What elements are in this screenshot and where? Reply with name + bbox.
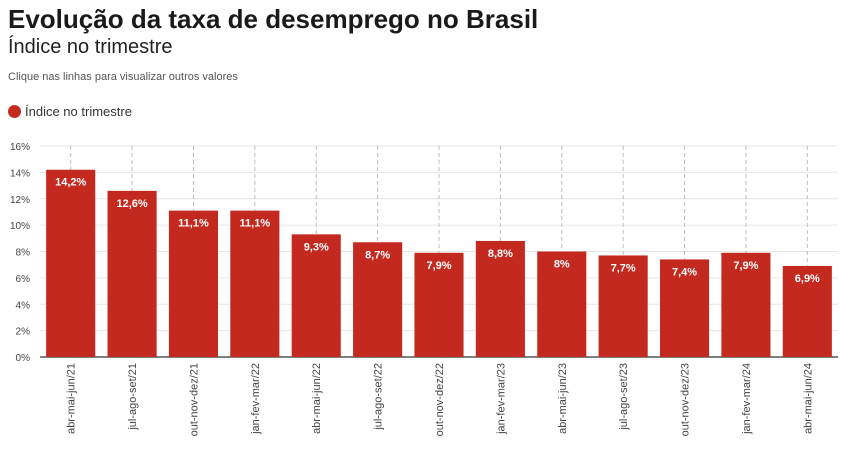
bar-value-label: 6,9% [795,273,820,285]
y-tick-label: 2% [16,327,31,338]
x-tick-label: abr-mai-jun/21 [66,363,78,434]
bar[interactable] [659,259,710,357]
x-tick-label: jan-fev-mar/23 [495,363,507,435]
y-tick-label: 16% [10,142,30,153]
bar-value-label: 7,4% [672,266,697,278]
bar-value-label: 8,8% [488,248,513,260]
bars: 14,2% 12,6% 11,1% 11,1% 9,3% 8,7% 7,9% 8,8% 8% 7,… [46,169,832,358]
bar[interactable] [414,252,464,357]
bar[interactable] [721,252,771,357]
bar-value-label: 12,6% [116,198,147,210]
bar-value-label: 7,7% [611,262,636,274]
x-tick-label: jul-ago-set/23 [618,363,630,431]
y-tick-label: 0% [16,353,31,364]
bar-value-label: 7,9% [426,260,451,272]
bar[interactable] [598,255,648,357]
bar[interactable] [107,190,157,357]
chart-title: Evolução da taxa de desemprego no Brasil [8,4,539,34]
bar-value-label: 8% [554,259,570,271]
y-tick-label: 10% [10,221,30,232]
bar-value-label: 11,1% [178,218,209,230]
bar[interactable] [230,210,280,357]
bar[interactable] [782,266,832,357]
x-tick-label: abr-mai-jun/23 [557,363,569,434]
y-tick-label: 4% [16,300,31,311]
bar-value-label: 11,1% [240,218,271,230]
x-tick-label: abr-mai-jun/22 [311,363,323,434]
x-tick-label: abr-mai-jun/24 [802,363,814,434]
bar[interactable] [168,210,219,357]
bar-value-label: 7,9% [733,260,758,272]
x-tick-label: jul-ago-set/21 [127,363,139,431]
x-tick-label: out-nov-dez/23 [680,363,692,436]
bar-value-label: 9,3% [304,241,329,253]
y-tick-label: 12% [10,195,30,206]
bar[interactable] [353,242,403,357]
x-tick-label: jul-ago-set/22 [373,363,385,431]
bar-value-label: 8,7% [365,249,390,261]
x-tick-label: out-nov-dez/22 [434,363,446,436]
chart-subtitle: Índice no trimestre [8,36,173,58]
x-axis-labels: abr-mai-jun/21 jul-ago-set/21 out-nov-dez/… [66,363,815,436]
y-tick-label: 6% [16,274,31,285]
x-tick-label: out-nov-dez/21 [188,363,200,436]
y-tick-label: 8% [16,248,31,259]
chart-hint: Clique nas linhas para visualizar outros… [8,71,238,83]
y-tick-label: 14% [10,168,30,179]
legend-item[interactable]: Índice no trimestre [8,104,132,119]
x-tick-label: jan-fev-mar/24 [741,363,753,435]
legend-dot-icon [8,105,21,118]
bar[interactable] [291,234,341,357]
bar-chart: 0% 2% 4% 6% 8% 10% 12% 14% 16% 14,2% 12,6% 11,1% 11… [10,142,838,436]
bar-value-label: 14,2% [55,177,86,189]
x-tick-label: jan-fev-mar/22 [250,363,262,435]
bar[interactable] [537,251,587,358]
bar[interactable] [46,169,96,357]
bar[interactable] [475,240,525,357]
legend-label: Índice no trimestre [25,104,132,119]
y-axis-ticks: 0% 2% 4% 6% 8% 10% 12% 14% 16% [10,142,30,364]
